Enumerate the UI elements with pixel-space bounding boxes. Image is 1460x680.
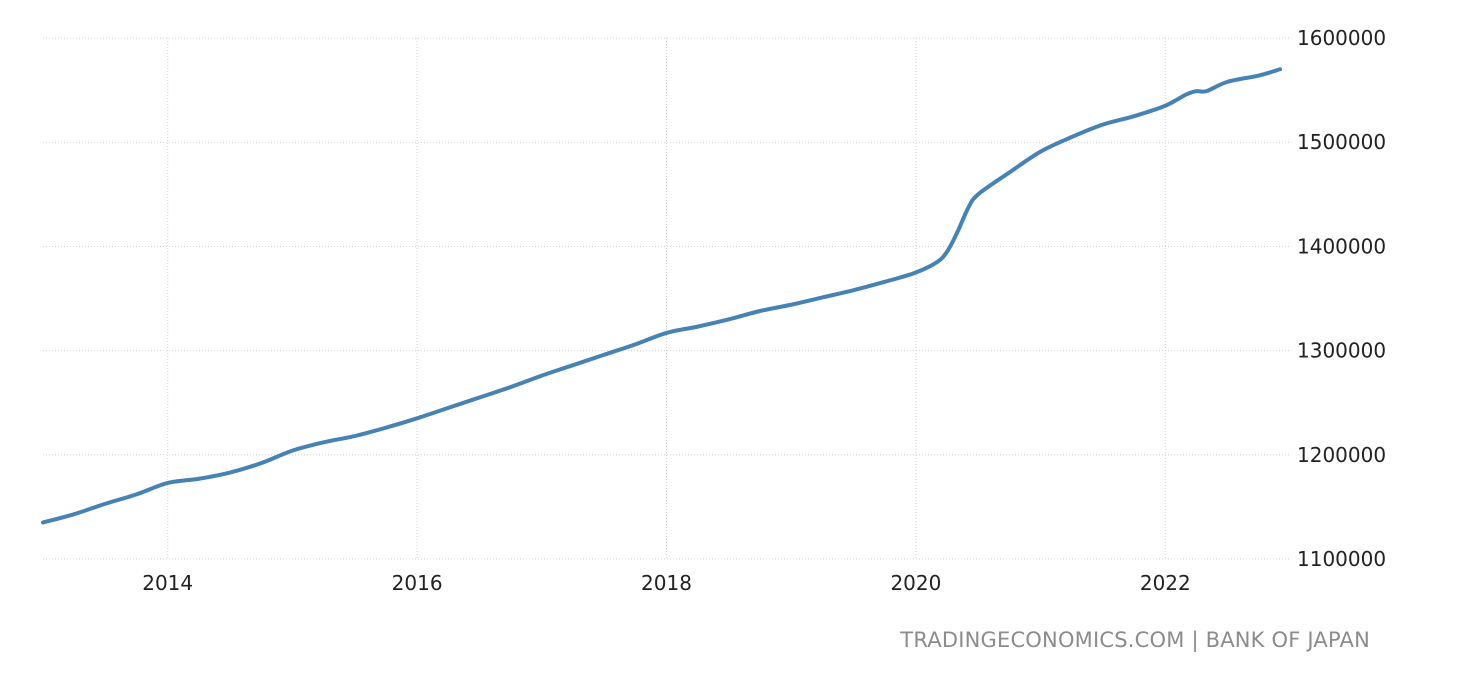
x-tick-label: 2018: [641, 571, 692, 595]
x-tick-label: 2022: [1140, 571, 1191, 595]
y-tick-label: 1200000: [1297, 443, 1386, 467]
y-tick-label: 1600000: [1297, 26, 1386, 50]
series-line: [41, 67, 1283, 525]
y-axis-tick-labels: 1100000 1200000 1300000 1400000 1500000 16000…: [1297, 26, 1386, 571]
x-axis-tick-labels: 2014 2016 2018 2020 2022: [142, 571, 1191, 595]
y-tick-label: 1400000: [1297, 234, 1386, 258]
series-layer: [41, 67, 1283, 525]
x-tick-label: 2016: [392, 571, 443, 595]
source-attribution: TRADINGECONOMICS.COM | BANK OF JAPAN: [900, 628, 1370, 652]
y-tick-label: 1100000: [1297, 547, 1386, 571]
grid-lines: [43, 37, 1290, 560]
y-tick-label: 1300000: [1297, 339, 1386, 363]
y-tick-label: 1500000: [1297, 130, 1386, 154]
x-tick-label: 2014: [142, 571, 193, 595]
x-tick-label: 2020: [890, 571, 941, 595]
